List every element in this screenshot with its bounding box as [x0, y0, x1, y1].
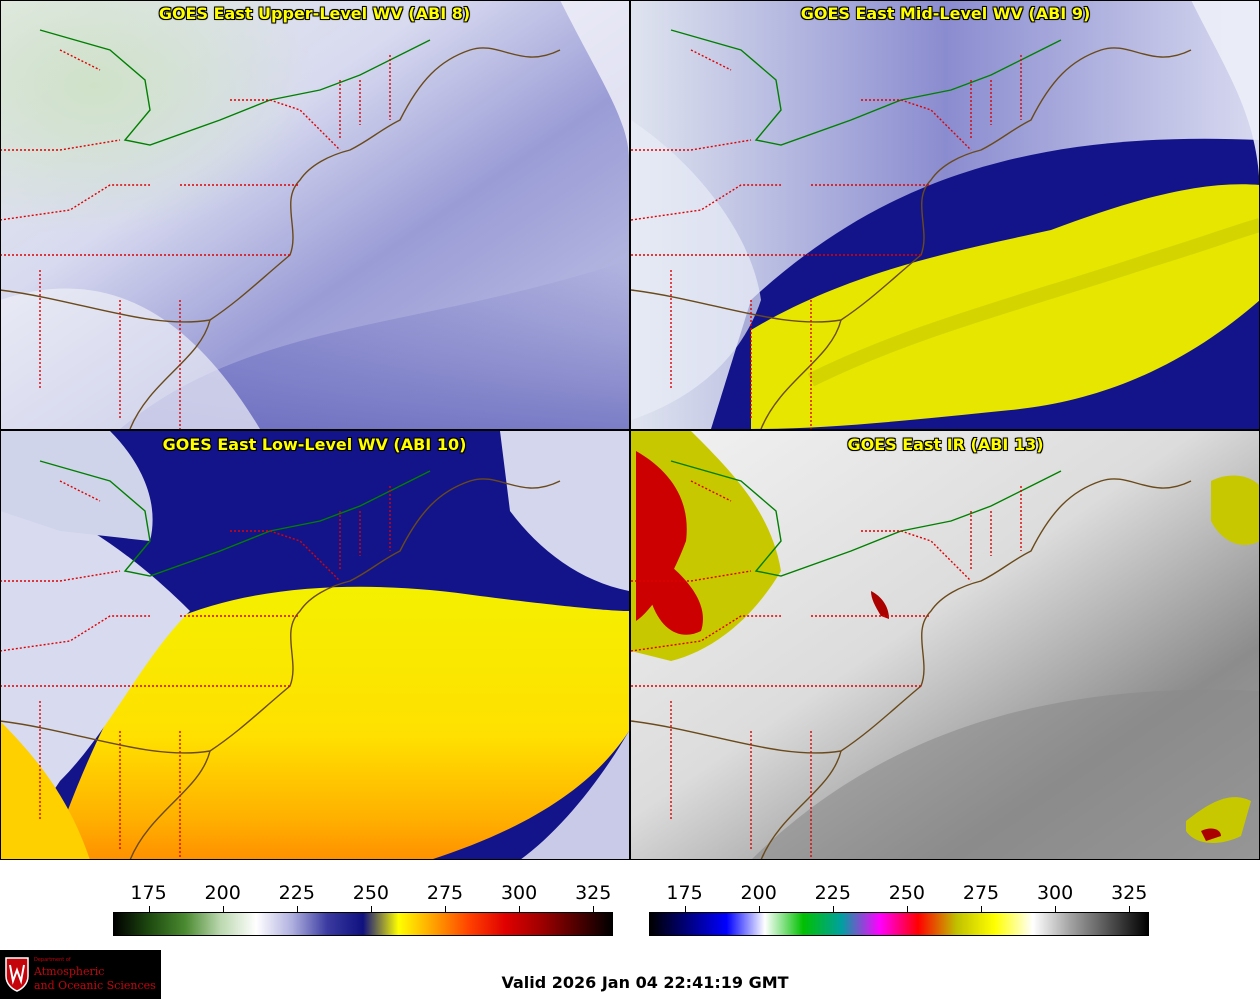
mid-wv-image	[631, 0, 1260, 429]
colorbar-tick	[832, 906, 834, 912]
colorbar-tick-label: 300	[500, 882, 538, 904]
panel-divider-horizontal	[0, 429, 1260, 431]
colorbar-tick-label: 250	[352, 882, 390, 904]
colorbar-tick	[296, 906, 298, 912]
colorbar-tick	[758, 906, 760, 912]
colorbar-gradient	[113, 912, 613, 936]
valid-time: Valid 2026 Jan 04 22:41:19 GMT	[501, 973, 789, 992]
logo-line-1: Atmospheric	[34, 965, 105, 978]
ir-image	[631, 431, 1260, 860]
colorbar-tick-label: 275	[962, 882, 1000, 904]
uw-crest-icon	[5, 957, 29, 992]
panel-upper-level-wv: GOES East Upper-Level WV (ABI 8)	[0, 0, 629, 429]
colorbar-tick	[370, 906, 372, 912]
panel-title: GOES East IR (ABI 13)	[847, 435, 1044, 454]
colorbar-tick-label: 200	[204, 882, 241, 904]
logo-department-text: Department of	[34, 957, 71, 963]
panel-title: GOES East Mid-Level WV (ABI 9)	[800, 4, 1091, 23]
panel-title: GOES East Low-Level WV (ABI 10)	[162, 435, 467, 454]
colorbar-tick-label: 300	[1036, 882, 1074, 904]
low-wv-image	[0, 431, 629, 860]
colorbar-tick-label: 200	[740, 882, 777, 904]
logo-line-2: and Oceanic Sciences	[34, 979, 156, 992]
colorbar-tick-label: 225	[814, 882, 851, 904]
colorbar-tick	[981, 906, 982, 912]
panel-ir: GOES East IR (ABI 13)	[631, 431, 1260, 860]
colorbar-tick	[593, 906, 595, 912]
colorbar-tick	[148, 906, 150, 912]
colorbar-tick	[519, 906, 521, 912]
colorbar-tick-label: 325	[575, 882, 612, 904]
colorbar-tick	[684, 906, 686, 912]
panel-mid-level-wv: GOES East Mid-Level WV (ABI 9)	[631, 0, 1260, 429]
colorbar-tick	[1055, 906, 1057, 912]
panel-low-level-wv: GOES East Low-Level WV (ABI 10)	[0, 431, 629, 860]
colorbar-tick	[1129, 906, 1131, 912]
colorbar-tick-label: 275	[426, 882, 464, 904]
panel-title: GOES East Upper-Level WV (ABI 8)	[158, 4, 471, 23]
colorbar-tick-label: 175	[130, 882, 167, 904]
upper-wv-image	[0, 0, 629, 429]
colorbar-tick-label: 225	[278, 882, 315, 904]
colorbar-tick	[445, 906, 446, 912]
aos-logo: Department of Atmospheric and Oceanic Sc…	[0, 950, 161, 999]
colorbar-tick-label: 175	[666, 882, 703, 904]
colorbar-gradient	[649, 912, 1149, 936]
colorbar-tick	[222, 906, 224, 912]
colorbar-tick-label: 250	[888, 882, 926, 904]
colorbar-tick-label: 325	[1111, 882, 1148, 904]
colorbar-tick	[906, 906, 908, 912]
